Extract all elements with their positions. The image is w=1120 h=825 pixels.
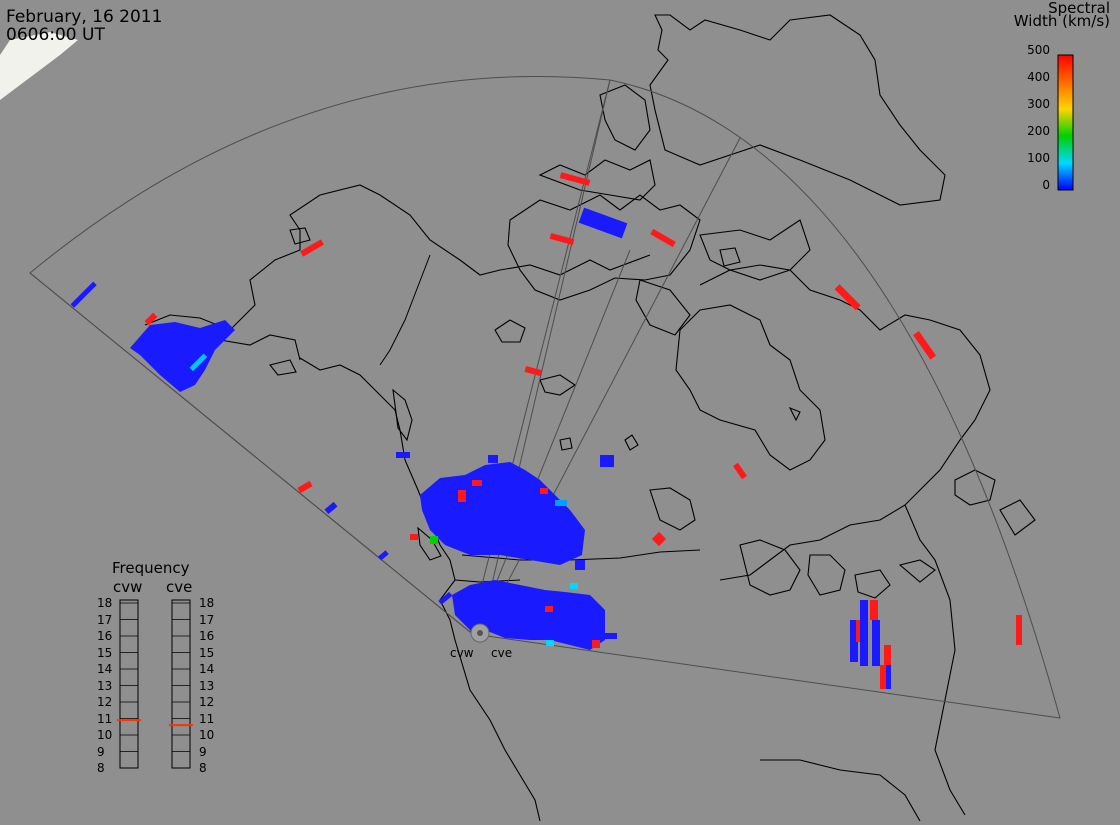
cve-scale-number: 17 bbox=[199, 612, 215, 627]
frequency-scales bbox=[117, 599, 193, 769]
cve-label: cve bbox=[166, 578, 193, 596]
cvw-scale-number: 9 bbox=[97, 744, 105, 759]
cvw-scale-number: 12 bbox=[97, 695, 113, 709]
cvw-label: cvw bbox=[113, 578, 143, 596]
cvw-scale-box bbox=[119, 599, 139, 769]
cvw-scale-number: 17 bbox=[97, 612, 113, 627]
frequency-ticks bbox=[120, 602, 190, 769]
cve-scale-number: 8 bbox=[199, 761, 207, 775]
frequency-title: Frequency bbox=[112, 559, 190, 577]
cve-scale-number: 12 bbox=[199, 695, 215, 709]
cve-scale-box bbox=[171, 599, 191, 769]
colorbar-tick-label: 0 bbox=[1042, 178, 1050, 192]
radar-sites bbox=[470, 623, 490, 643]
time-label: 0606:00 UT bbox=[6, 25, 105, 45]
colorbar-title-line1: Spectral bbox=[1048, 0, 1110, 17]
cve-scale-number: 13 bbox=[199, 678, 215, 693]
cve-scale-number: 9 bbox=[199, 744, 207, 759]
cve-scale-number: 10 bbox=[199, 728, 215, 742]
coastlines bbox=[144, 14, 1036, 822]
cve-scale-number: 16 bbox=[199, 629, 215, 643]
political-borders bbox=[379, 254, 701, 583]
radar-label-west: cvw bbox=[450, 646, 474, 660]
cve-scale-number: 14 bbox=[199, 662, 215, 676]
colorbar-tick-label: 400 bbox=[1027, 70, 1050, 84]
colorbar-tick-label: 300 bbox=[1027, 97, 1050, 111]
colorbar-gradient bbox=[1057, 54, 1074, 191]
cvw-scale-number: 16 bbox=[97, 629, 113, 643]
colorbar-tick-label: 200 bbox=[1027, 124, 1050, 138]
radar-fov bbox=[29, 75, 1061, 719]
cvw-scale-number: 18 bbox=[97, 596, 113, 610]
cvw-scale-number: 11 bbox=[97, 711, 113, 726]
cvw-scale-number: 8 bbox=[97, 761, 105, 775]
cvw-scale-number: 13 bbox=[97, 678, 113, 693]
radar-label-east: cve bbox=[491, 646, 513, 660]
colorbar-tick-label: 100 bbox=[1027, 151, 1050, 165]
date-label: February, 16 2011 bbox=[6, 7, 163, 27]
cvw-scale-number: 15 bbox=[97, 645, 113, 660]
colorbar-tick-label: 500 bbox=[1027, 43, 1050, 57]
cve-scale-number: 18 bbox=[199, 596, 215, 610]
colorbar-title-line2: Width (km/s) bbox=[1013, 12, 1110, 30]
cve-scale-number: 11 bbox=[199, 711, 215, 726]
cve-scale-number: 15 bbox=[199, 645, 215, 660]
cvw-scale-number: 10 bbox=[97, 728, 113, 742]
cvw-scale-number: 14 bbox=[97, 662, 113, 676]
corner-landmass bbox=[0, 32, 78, 100]
echo-scatter bbox=[70, 172, 1022, 689]
